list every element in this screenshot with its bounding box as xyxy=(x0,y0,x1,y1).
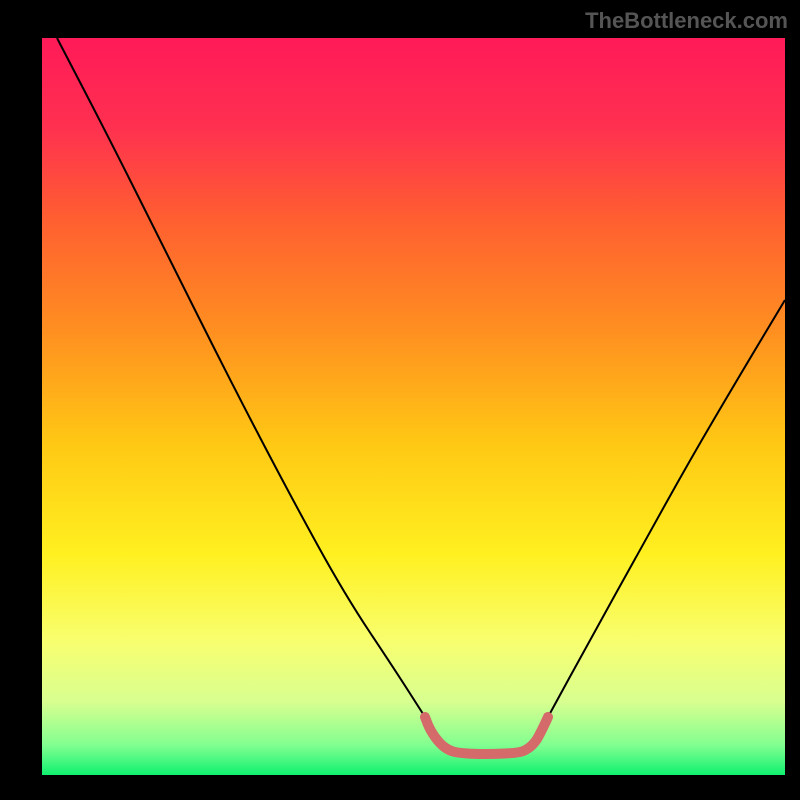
chart-svg xyxy=(0,0,800,800)
watermark-text: TheBottleneck.com xyxy=(585,8,788,34)
bottleneck-chart: TheBottleneck.com xyxy=(0,0,800,800)
plot-gradient-area xyxy=(42,38,785,775)
